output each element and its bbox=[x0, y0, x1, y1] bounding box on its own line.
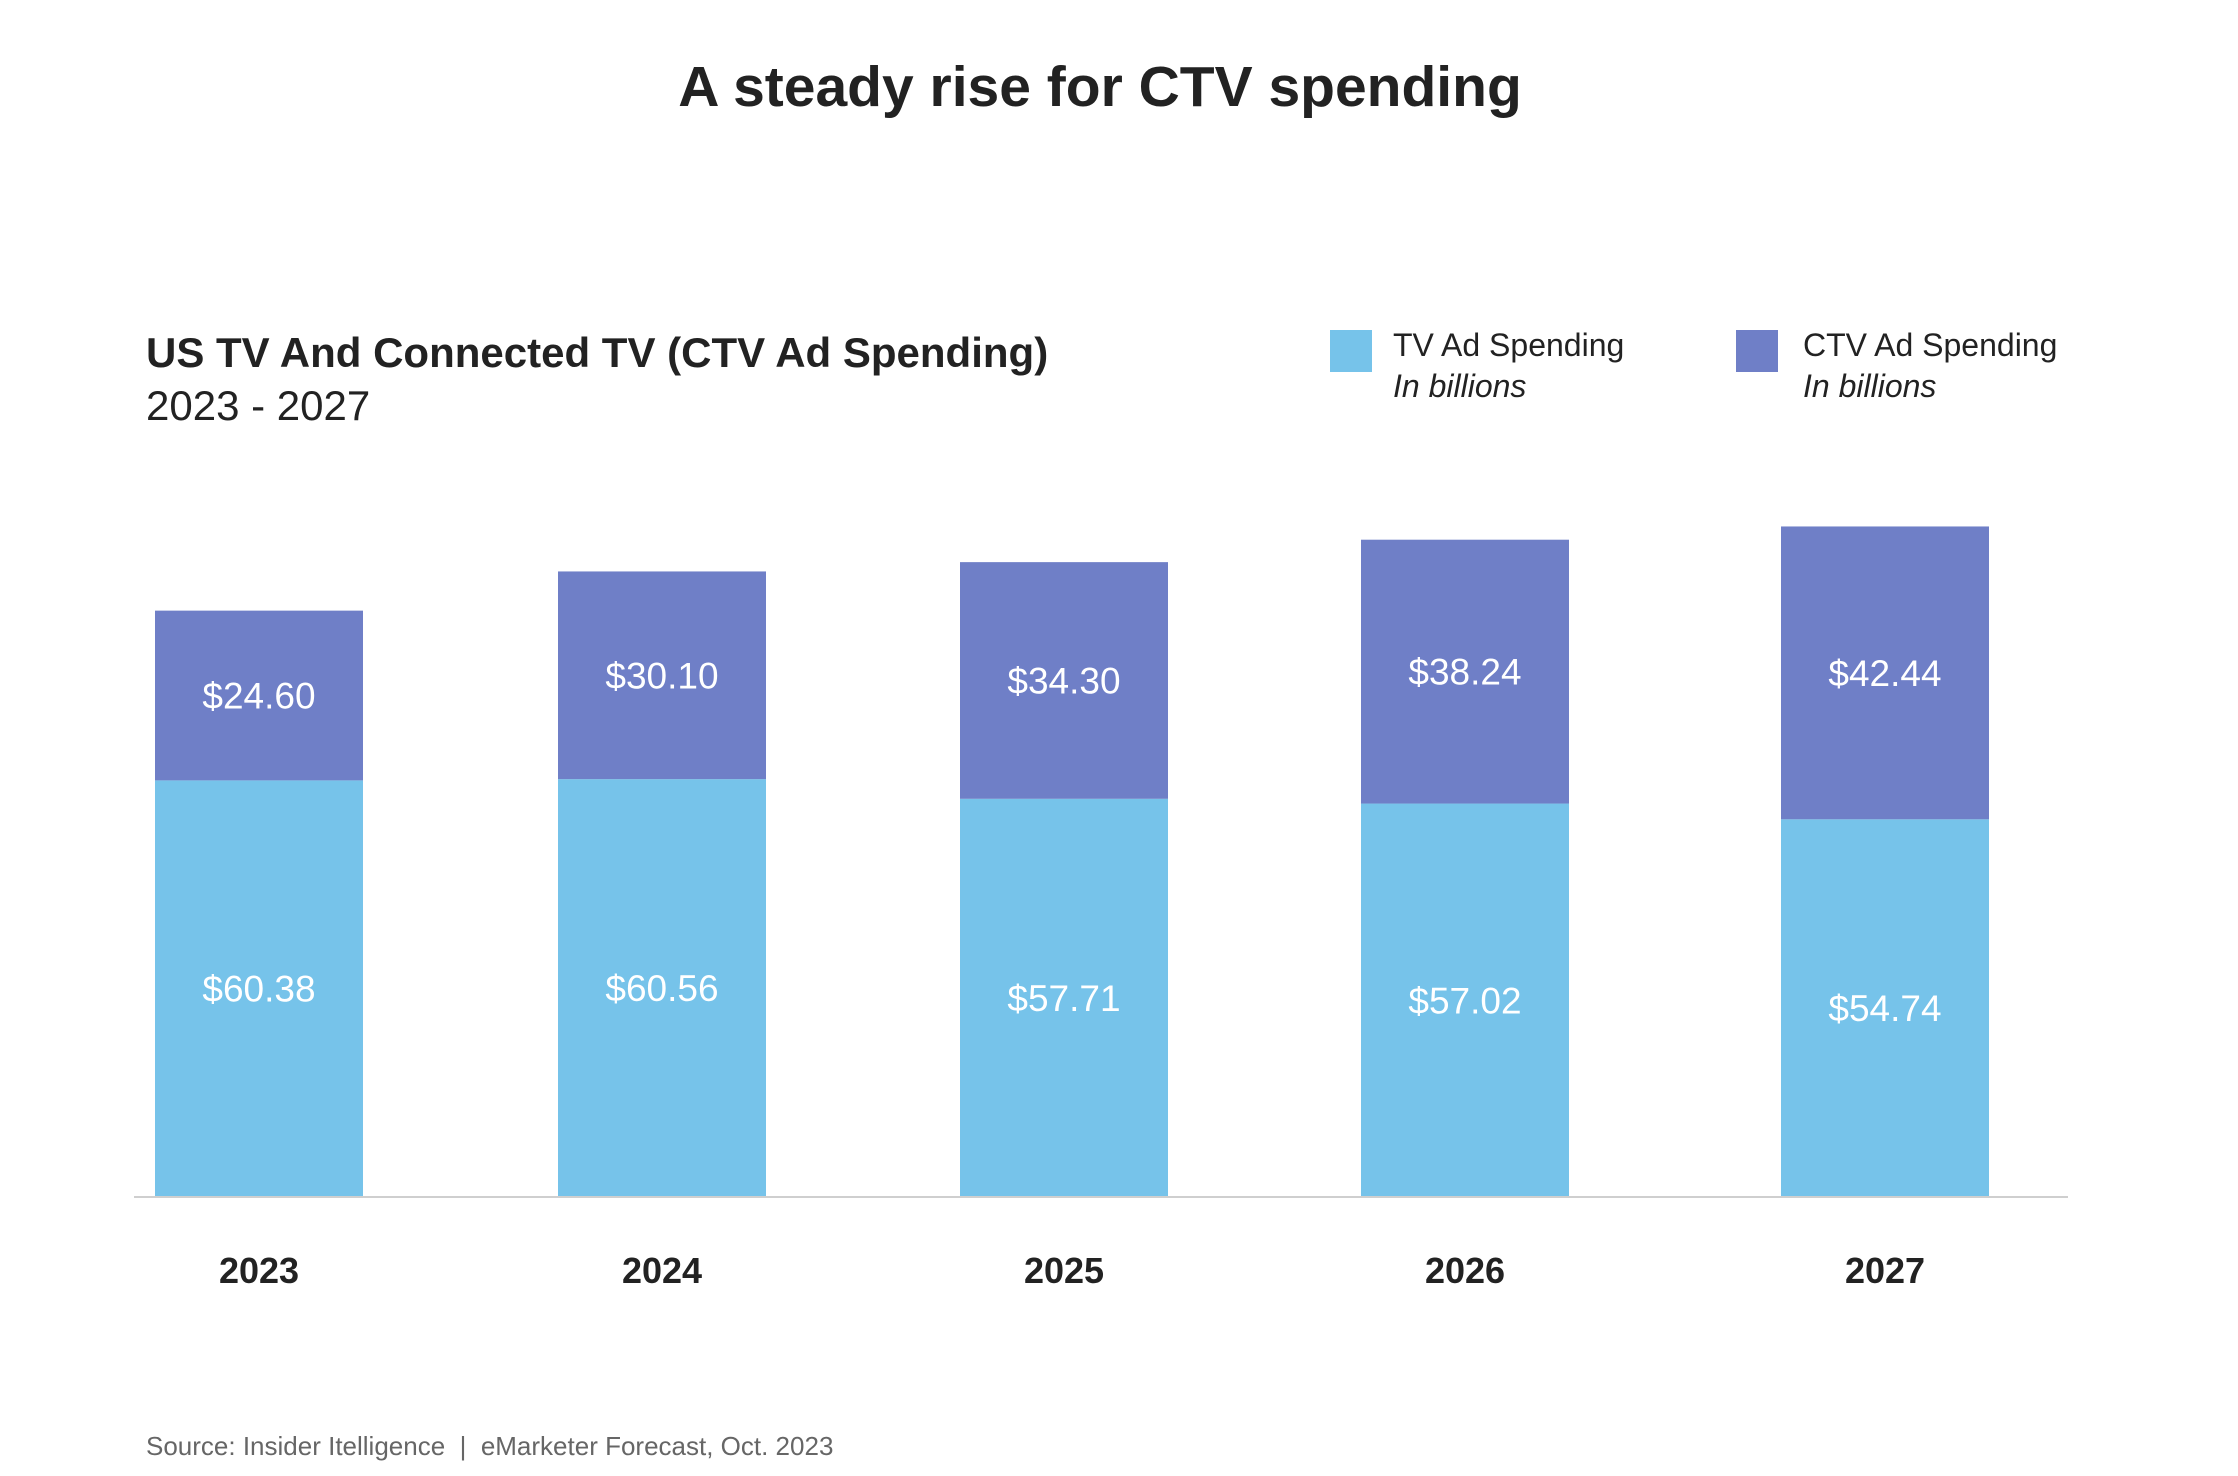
chart-date-range: 2023 - 2027 bbox=[146, 382, 370, 429]
x-axis-labels: 2023 2024 2025 2026 2027 bbox=[219, 1250, 1925, 1291]
bar-tv-2026 bbox=[1361, 803, 1569, 1197]
legend-unit-ctv: In billions bbox=[1803, 368, 1936, 404]
legend-swatch-tv bbox=[1330, 330, 1372, 372]
legend-swatch-ctv bbox=[1736, 330, 1778, 372]
x-tick-label: 2023 bbox=[219, 1250, 299, 1291]
bar-ctv-2023 bbox=[155, 610, 363, 781]
chart-subtitle: US TV And Connected TV (CTV Ad Spending) bbox=[146, 329, 1048, 376]
data-label: $30.10 bbox=[605, 655, 718, 696]
x-tick-label: 2026 bbox=[1425, 1250, 1505, 1291]
x-tick-label: 2024 bbox=[622, 1250, 702, 1291]
legend-label-tv: TV Ad Spending bbox=[1393, 327, 1624, 363]
bar-ctv-2026 bbox=[1361, 539, 1569, 804]
data-label: $60.56 bbox=[605, 968, 718, 1009]
legend-label-ctv: CTV Ad Spending bbox=[1803, 327, 2057, 363]
bar-tv-2027 bbox=[1781, 819, 1989, 1197]
bar-ctv-2025 bbox=[960, 562, 1168, 799]
bar-ctv-2027 bbox=[1781, 526, 1989, 820]
data-label: $60.38 bbox=[202, 969, 315, 1010]
data-label: $38.24 bbox=[1408, 652, 1521, 693]
data-label: $34.30 bbox=[1007, 660, 1120, 701]
source-note: Source: Insider Itelligence | eMarketer … bbox=[146, 1431, 833, 1461]
bar-tv-2024 bbox=[558, 779, 766, 1197]
data-label: $57.02 bbox=[1408, 980, 1521, 1021]
bar-tv-2023 bbox=[155, 780, 363, 1197]
data-label: $57.71 bbox=[1007, 978, 1120, 1019]
bar-tv-2025 bbox=[960, 798, 1168, 1197]
chart-title: A steady rise for CTV spending bbox=[678, 55, 1522, 119]
data-label: $54.74 bbox=[1828, 988, 1941, 1029]
legend: TV Ad Spending In billions CTV Ad Spendi… bbox=[1330, 327, 2057, 404]
bars: $60.38 $24.60 $60.56 $30.10 $57.71 $34.30 $57.… bbox=[155, 526, 1989, 1197]
bar-ctv-2024 bbox=[558, 571, 766, 780]
data-label: $42.44 bbox=[1828, 653, 1941, 694]
x-tick-label: 2025 bbox=[1024, 1250, 1104, 1291]
legend-unit-tv: In billions bbox=[1393, 368, 1526, 404]
data-label: $24.60 bbox=[202, 676, 315, 717]
x-tick-label: 2027 bbox=[1845, 1250, 1925, 1291]
